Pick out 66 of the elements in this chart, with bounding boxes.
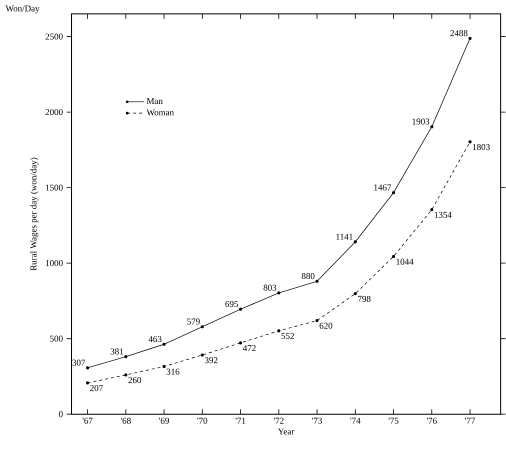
data-label: 1803 [473, 144, 490, 150]
point [162, 364, 166, 368]
data-label: 207 [90, 385, 103, 392]
point [200, 353, 204, 357]
data-label: 1467 [374, 184, 392, 190]
point [124, 355, 128, 358]
data-label: 798 [358, 296, 371, 302]
point [430, 208, 434, 212]
x-tick-label: '67 [82, 418, 93, 424]
point [86, 366, 90, 370]
point [392, 191, 396, 194]
y-tick-label: 500 [50, 336, 63, 342]
x-tick-label: '72 [274, 418, 284, 424]
text: Won/Day [6, 6, 40, 14]
data-label: 316 [166, 368, 180, 375]
point [468, 36, 472, 40]
point [354, 240, 357, 244]
point [392, 254, 396, 258]
y-axis-title: Rural Wages per day (won/day) [30, 158, 38, 271]
x-tick-label: '68 [120, 418, 131, 424]
x-tick-label: '70 [197, 418, 208, 424]
y-tick-label: 1000 [46, 260, 63, 266]
x-tick-label: '75 [388, 418, 398, 424]
data-label: 1903 [412, 118, 430, 125]
point [277, 329, 280, 332]
point [316, 319, 319, 322]
data-label: 1354 [434, 212, 452, 218]
legend-label: Man [146, 98, 163, 104]
point [316, 280, 319, 283]
data-label: 472 [242, 345, 256, 352]
data-label: 579 [187, 318, 200, 325]
y-tick-label: 2000 [46, 109, 63, 116]
x-tick-label: '77 [465, 418, 476, 424]
data-label: 307 [72, 360, 86, 366]
x-tick-label: '73 [312, 418, 322, 424]
data-label: 2488 [450, 30, 468, 36]
data-label: 803 [264, 284, 276, 291]
data-label: 620 [320, 322, 332, 329]
point [86, 381, 90, 384]
x-tick-label: '69 [159, 418, 169, 424]
data-label: 552 [282, 333, 294, 340]
data-label: 260 [128, 377, 142, 384]
data-label: 880 [302, 273, 315, 280]
legend-label: Woman [146, 109, 174, 116]
y-tick-label: 1500 [46, 184, 63, 191]
data-label: 381 [110, 348, 124, 354]
data-label: 463 [148, 336, 162, 342]
point [200, 325, 204, 328]
data-label: 1141 [336, 234, 353, 240]
x-tick-label: '71 [236, 418, 246, 424]
point [162, 342, 166, 346]
point [239, 341, 242, 344]
data-label: 695 [225, 301, 238, 308]
point [239, 308, 242, 311]
point [468, 140, 472, 144]
point [277, 291, 280, 294]
x-tick-label: '76 [426, 418, 437, 424]
y-tick-label: 2500 [46, 34, 63, 40]
x-axis-title: Year [278, 428, 294, 435]
point [354, 292, 357, 296]
point [430, 125, 434, 128]
x-tick-label: '74 [350, 418, 360, 424]
point [124, 373, 128, 376]
data-label: 1044 [396, 258, 414, 265]
y-tick-label: 0 [58, 411, 63, 418]
data-label: 392 [204, 357, 218, 364]
